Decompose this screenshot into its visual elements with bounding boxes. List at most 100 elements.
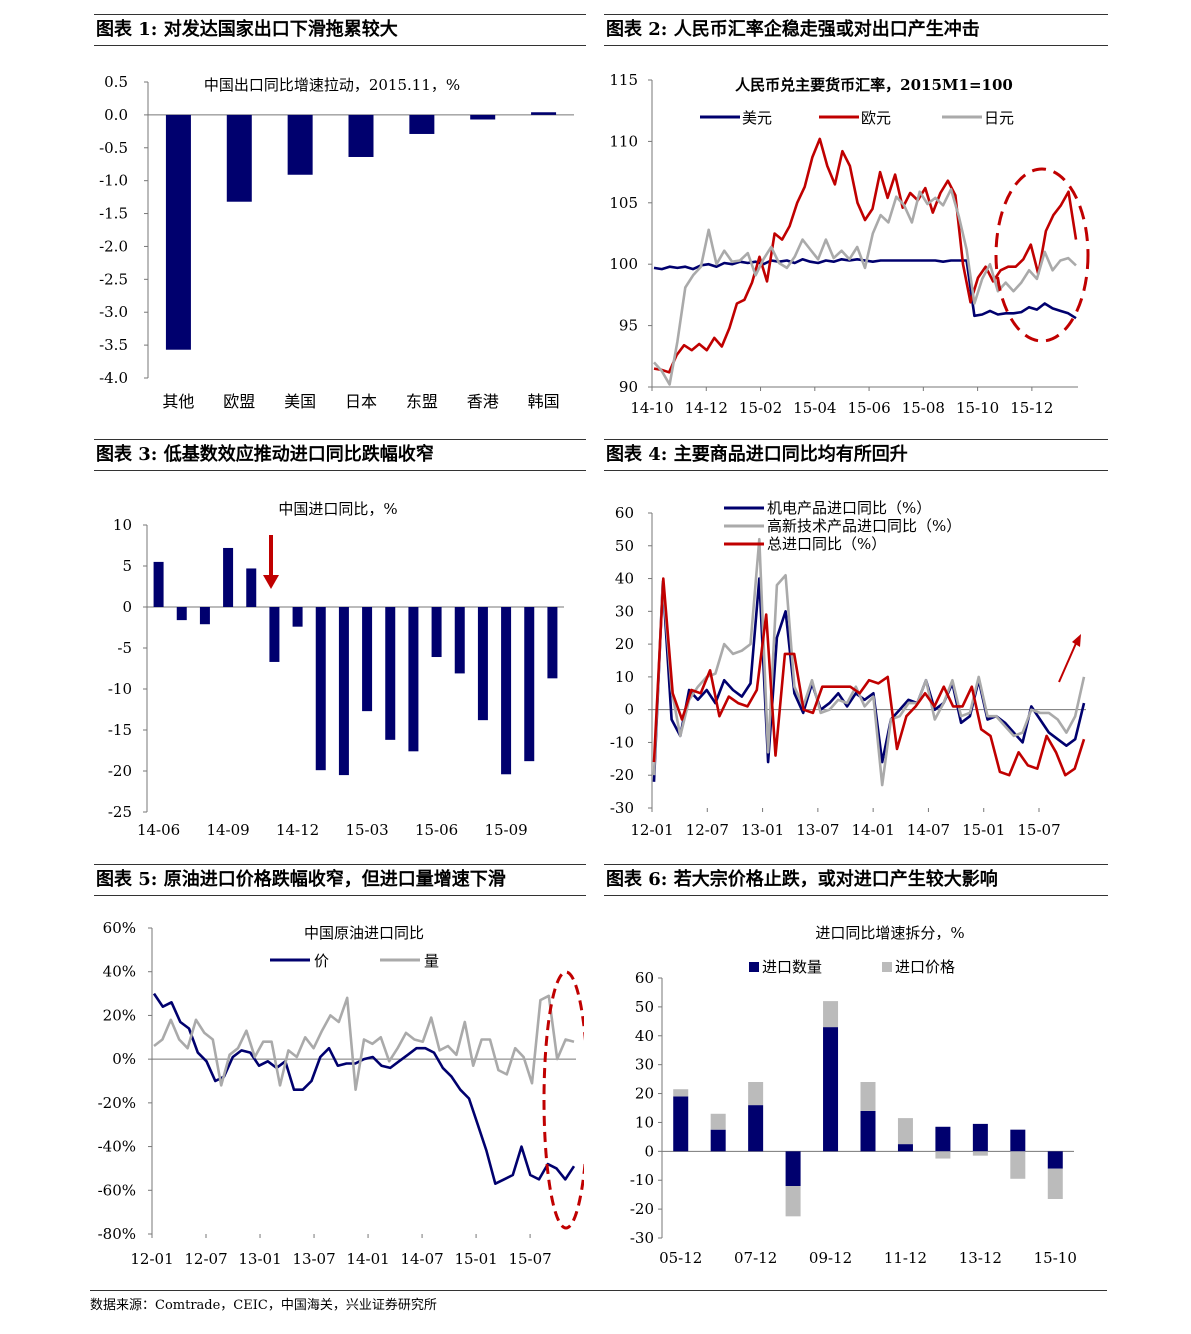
y-tick-label: -1.5	[99, 205, 128, 223]
y-tick-label: 50	[635, 998, 654, 1016]
y-tick-label: -10	[630, 1171, 654, 1189]
y-tick-label: -5	[117, 639, 132, 657]
x-tick-label: 15-06	[415, 821, 458, 839]
x-tick-label: 14-07	[907, 821, 950, 839]
highlight-ellipse	[994, 167, 1090, 343]
x-tick-label: 13-01	[238, 1250, 281, 1268]
series-line-2	[653, 137, 1078, 374]
bar-month	[501, 607, 512, 775]
figure-5-title: 图表 5: 原油进口价格跌幅收窄，但进口量增速下滑	[94, 864, 586, 896]
y-tick-label: -4.0	[99, 369, 128, 387]
x-tick-label: 14-12	[685, 399, 728, 417]
bar-month	[269, 607, 280, 662]
chart6-title: 进口同比增速拆分，%	[815, 924, 964, 942]
chart-import-decomposition: 进口同比增速拆分，% 60 50 40 30 20 10 0 -10 -20 -30 05-12 07…	[630, 924, 1077, 1267]
stacked-bar-price	[748, 1082, 764, 1106]
y-tick-label: 100	[609, 255, 638, 273]
y-tick-label: 105	[609, 194, 638, 212]
chart2-title: 人民币兑主要货币汇率，2015M1=100	[735, 76, 1013, 94]
y-tick-label: 50	[615, 537, 634, 555]
stacked-bar-quantity	[935, 1126, 951, 1152]
x-tick-label: 12-01	[630, 821, 673, 839]
figure-1-title: 图表 1: 对发达国家出口下滑拖累较大	[94, 14, 586, 46]
stacked-bar-quantity	[823, 1027, 839, 1152]
x-category-label: 欧盟	[223, 392, 255, 411]
y-tick-label: 95	[619, 317, 638, 335]
stacked-bar-quantity	[785, 1151, 801, 1186]
y-tick-label: 5	[122, 557, 132, 575]
chart5-title: 中国原油进口同比	[304, 924, 424, 942]
bar-month	[223, 547, 234, 607]
y-tick-label: 20	[615, 635, 634, 653]
x-category-label: 东盟	[406, 392, 438, 411]
bar-month	[246, 568, 257, 607]
y-tick-label: -30	[630, 1229, 654, 1247]
x-tick-label: 15-02	[739, 399, 782, 417]
stacked-bar-price	[972, 1151, 988, 1156]
series-line-2	[652, 537, 1086, 787]
y-tick-label: 0	[624, 701, 634, 719]
x-tick-label: 12-01	[130, 1250, 173, 1268]
legend-swatch-1	[749, 962, 759, 972]
x-tick-label: 14-07	[400, 1250, 443, 1268]
x-tick-label: 15-04	[793, 399, 836, 417]
y-tick-label: -10	[610, 733, 634, 751]
bar-month	[454, 607, 465, 674]
y-tick-label: -3.5	[99, 336, 128, 354]
x-tick-label: 12-07	[686, 821, 729, 839]
legend-label: 机电产品进口同比（%）	[767, 499, 931, 517]
x-tick-label: 14-09	[206, 821, 249, 839]
x-tick-label: 13-07	[292, 1250, 335, 1268]
bar-香港	[470, 114, 496, 120]
x-tick-label: 15-03	[345, 821, 388, 839]
y-tick-label: 0	[122, 598, 132, 616]
figure-2-title: 图表 2: 人民币汇率企稳走强或对出口产生冲击	[604, 14, 1108, 46]
figure-4-title: 图表 4: 主要商品进口同比均有所回升	[604, 439, 1108, 471]
x-tick-label: 13-07	[796, 821, 839, 839]
bar-日本	[348, 114, 374, 157]
y-tick-label: 30	[615, 602, 634, 620]
y-tick-label: 10	[615, 668, 634, 686]
legend-swatch-2	[882, 962, 892, 972]
chart-exports-contribution: 中国出口同比增速拉动，2015.11，% 0.5 0.0 -0.5 -1.0 -1.5 -…	[99, 73, 574, 411]
bar-month	[199, 607, 210, 625]
stacked-bar-quantity	[972, 1123, 988, 1152]
y-tick-label: 110	[609, 132, 638, 150]
y-tick-label: 30	[635, 1056, 654, 1074]
y-tick-label: -1.0	[99, 172, 128, 190]
x-tick-label: 14-01	[852, 821, 895, 839]
x-tick-label: 07-12	[734, 1249, 777, 1267]
bar-month	[153, 561, 164, 607]
y-tick-label: -3.0	[99, 303, 128, 321]
bar-month	[524, 607, 535, 762]
chart-commodity-imports: 60 50 40 30 20 10 0 -10 -20 -30 12-01 12-07 13-01 13-…	[610, 499, 1086, 839]
y-tick-label: 60	[635, 969, 654, 987]
y-tick-label: 10	[635, 1113, 654, 1131]
stacked-bar-price	[897, 1118, 913, 1145]
bar-month	[176, 607, 187, 621]
bar-东盟	[409, 114, 435, 134]
stacked-bar-quantity	[710, 1129, 726, 1152]
x-tick-label: 11-12	[884, 1249, 927, 1267]
legend-label: 高新技术产品进口同比（%）	[767, 517, 961, 535]
bar-欧盟	[226, 114, 252, 202]
y-tick-label: 20	[635, 1085, 654, 1103]
y-tick-label: 0.5	[104, 73, 128, 91]
x-tick-label: 15-09	[484, 821, 527, 839]
x-category-label: 日本	[345, 392, 377, 411]
stacked-bar-quantity	[748, 1105, 764, 1152]
x-tick-label: 14-06	[137, 821, 180, 839]
series-line-1	[152, 992, 576, 1186]
legend-label: 价	[314, 952, 329, 970]
bar-month	[431, 607, 442, 658]
bar-美国	[287, 114, 313, 175]
y-tick-label: -25	[108, 803, 132, 821]
y-tick-label: -60%	[98, 1181, 136, 1199]
bar-其他	[165, 114, 191, 350]
y-tick-label: -2.5	[99, 270, 128, 288]
y-tick-label: 60	[615, 504, 634, 522]
y-tick-label: 20%	[103, 1006, 136, 1024]
y-tick-label: -20	[610, 766, 634, 784]
stacked-bar-price	[935, 1151, 951, 1159]
stacked-bar-price	[860, 1082, 876, 1111]
